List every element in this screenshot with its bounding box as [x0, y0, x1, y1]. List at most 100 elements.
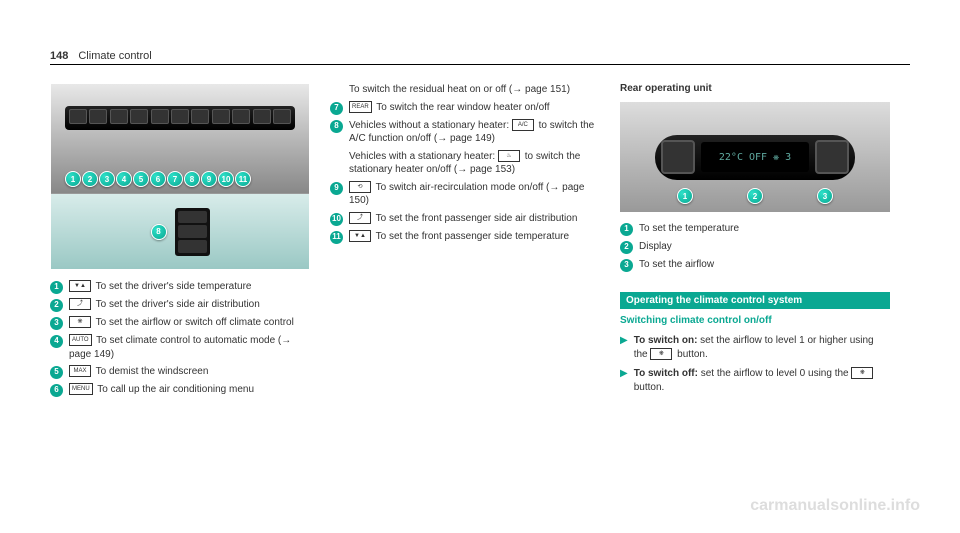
legend-text: To set the airflow [639, 258, 714, 272]
num-badge: 1 [50, 281, 63, 294]
button-icon: MENU [69, 383, 93, 395]
panel-button [191, 109, 209, 124]
sub-control [175, 208, 210, 256]
callout-badge: 5 [133, 171, 149, 187]
column-1: 1 2 3 4 5 6 7 8 9 10 11 8 [50, 83, 310, 401]
button-icon: ❋ [69, 316, 91, 328]
legend-item: 10⤴ To set the front passenger side air … [330, 212, 600, 226]
rear-heading: Rear operating unit [620, 83, 890, 94]
legend-item: 2 ⤴ To set the driver's side air distrib… [50, 298, 310, 312]
panel-button [89, 109, 107, 124]
callout-badge: 8 [151, 224, 167, 240]
panel-button [212, 109, 230, 124]
panel-button [232, 109, 250, 124]
callout-badge: 8 [184, 171, 200, 187]
button-icon: ▼▲ [69, 280, 91, 292]
num-badge: 11 [330, 231, 343, 244]
legend-item: 3 To set the airflow [620, 258, 890, 272]
watermark: carmanualsonline.info [750, 497, 920, 515]
callout-badge: 3 [99, 171, 115, 187]
legend-item: 5 MAX To demist the windscreen [50, 365, 310, 379]
button-icon: AUTO [69, 334, 92, 346]
callout-badge: 4 [116, 171, 132, 187]
rear-mode: OFF [749, 152, 767, 163]
legend-text: MENU To call up the air conditioning men… [69, 383, 254, 397]
arrow-icon: ▶ [620, 367, 628, 394]
switch-bullets: ▶ To switch on: set the airflow to level… [620, 334, 890, 394]
climate-bar [65, 106, 295, 130]
legend-text: AUTO To set climate control to automatic… [69, 334, 310, 361]
instruction-step: ▶ To switch on: set the airflow to level… [620, 334, 890, 361]
callout-badge: 3 [817, 188, 833, 204]
legend-text: REAR To switch the rear window heater on… [349, 101, 550, 115]
legend-text: To set the temperature [639, 222, 739, 236]
sub-heading: Switching climate control on/off [620, 315, 890, 326]
num-badge: 3 [620, 259, 633, 272]
legend-item: 7 REAR To switch the rear window heater o… [330, 101, 600, 115]
num-badge: 4 [50, 335, 63, 348]
section-bar: Operating the climate control system [620, 292, 890, 309]
callout-badge: 11 [235, 171, 251, 187]
content-columns: 1 2 3 4 5 6 7 8 9 10 11 8 [50, 83, 910, 401]
legend-item: 6 MENU To call up the air conditioning m… [50, 383, 310, 397]
legend-item: 4 AUTO To set climate control to automat… [50, 334, 310, 361]
legend-text: MAX To demist the windscreen [69, 365, 208, 379]
panel-button [171, 109, 189, 124]
rear-display: 22°C OFF ❋ 3 [701, 142, 809, 172]
legend-item: 9⟲ To switch air-recirculation mode on/o… [330, 181, 600, 208]
legend-item: 3 ❋ To set the airflow or switch off cli… [50, 316, 310, 330]
legend-text: Display [639, 240, 672, 254]
legend-text: ❋ To set the airflow or switch off clima… [69, 316, 294, 330]
button-icon: ❋ [650, 348, 672, 360]
callout-badge: 2 [747, 188, 763, 204]
legend-item: 1 ▼▲ To set the driver's side temperatur… [50, 280, 310, 294]
sub-panel-image: 8 [51, 194, 309, 269]
legend-item: 11 ▼▲ To set the front passenger side tem… [330, 230, 600, 244]
callout-badge: 1 [65, 171, 81, 187]
panel-button [253, 109, 271, 124]
num-badge: 8 [330, 120, 343, 133]
rear-callouts: 1 2 3 [620, 188, 890, 204]
button-icon: MAX [69, 365, 91, 377]
instruction-text: To switch on: set the airflow to level 1… [634, 334, 890, 361]
rear-temp-knob [661, 140, 695, 174]
instruction-step: ▶ To switch off: set the airflow to leve… [620, 367, 890, 394]
num-badge: 2 [620, 241, 633, 254]
legend-text: ⟲ To switch air-recirculation mode on/of… [349, 181, 600, 208]
legend-item: 1 To set the temperature [620, 222, 890, 236]
legend-item: 2 Display [620, 240, 890, 254]
button-icon: ⤴ [349, 212, 371, 224]
button-icon: ♨ [498, 150, 520, 162]
front-panel-figure: 1 2 3 4 5 6 7 8 9 10 11 8 [50, 83, 310, 270]
num-badge: 5 [50, 366, 63, 379]
rear-temp: 22°C [719, 152, 743, 163]
column-2: To switch the residual heat on or off (→… [330, 83, 600, 401]
legend-text: ⤴ To set the front passenger side air di… [349, 212, 577, 226]
rear-legend: 1 To set the temperature 2 Display 3 To se… [620, 222, 890, 272]
num-badge: 2 [50, 299, 63, 312]
callout-row: 1 2 3 4 5 6 7 8 9 10 11 [65, 171, 295, 187]
button-icon: REAR [349, 101, 372, 113]
legend-item: 8 Vehicles without a stationary heater: A… [330, 119, 600, 146]
arrow-icon: ▶ [620, 334, 628, 361]
callout-badge: 2 [82, 171, 98, 187]
callout-badge: 10 [218, 171, 234, 187]
panel-button [69, 109, 87, 124]
panel-button [273, 109, 291, 124]
num-badge: 7 [330, 102, 343, 115]
button-icon: ▼▲ [349, 230, 371, 242]
column-3: Rear operating unit 22°C OFF ❋ 3 1 2 3 1… [620, 83, 890, 401]
section-title: Climate control [78, 50, 151, 62]
rear-fan-knob [815, 140, 849, 174]
col1-legend: 1 ▼▲ To set the driver's side temperatur… [50, 280, 310, 397]
legend-text: Vehicles with a stationary heater: ♨ to … [349, 150, 600, 177]
callout-badge: 6 [150, 171, 166, 187]
rear-panel: 22°C OFF ❋ 3 [655, 135, 855, 180]
legend-text: Vehicles without a stationary heater: A/… [349, 119, 600, 146]
lead-text-content: To switch the residual heat on or off (→… [349, 83, 570, 97]
legend-text: ⤴ To set the driver's side air distribut… [69, 298, 260, 312]
legend-text: ▼▲ To set the driver's side temperature [69, 280, 251, 294]
rear-fan: ❋ 3 [773, 152, 791, 163]
legend-text: ▼▲ To set the front passenger side tempe… [349, 230, 569, 244]
instruction-text: To switch off: set the airflow to level … [634, 367, 890, 394]
